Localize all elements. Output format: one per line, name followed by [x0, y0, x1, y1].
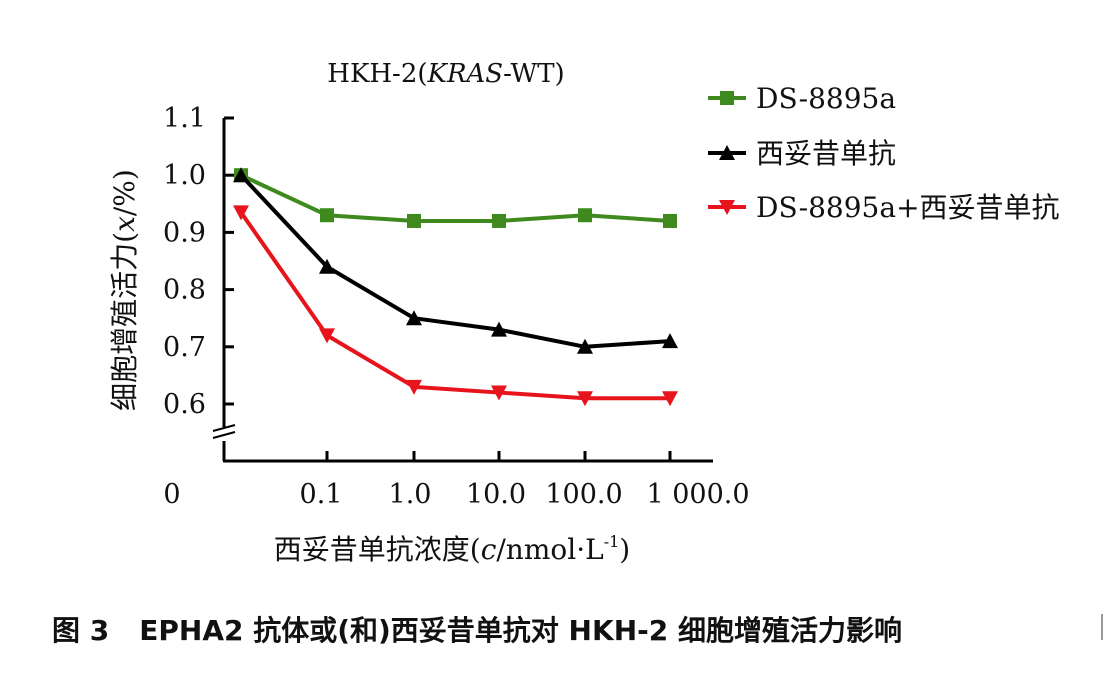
y-ticks: 0.6 0.7 0.8 0.9 1.0 1.1: [163, 103, 234, 420]
data-point: [407, 213, 421, 228]
data-point: [233, 167, 249, 183]
data-point: [491, 385, 507, 401]
data-point: [406, 310, 422, 326]
series-line: [240, 173, 671, 223]
legend-item: DS-8895a: [708, 82, 896, 115]
y-tick-label: 0.8: [163, 275, 206, 306]
y-tick-label: 0.9: [163, 217, 206, 248]
x-tick-label: 0.1: [300, 479, 343, 510]
x-tick-label: 1 000.0: [646, 479, 749, 510]
series-2: [233, 167, 678, 354]
legend-label: 西妥昔单抗: [756, 137, 896, 170]
data-point: [233, 205, 249, 221]
data-point: [662, 333, 678, 349]
x-tick-label: 100.0: [545, 479, 622, 510]
data-point: [577, 391, 593, 407]
x-ticks: 0 0.1 1.0 10.0 100.0 1 000.0: [163, 451, 750, 510]
legend-item: 西妥昔单抗: [708, 137, 896, 170]
caption-text: EPHA2 抗体或(和)西妥昔单抗对 HKH-2 细胞增殖活力影响: [139, 614, 902, 647]
data-point: [491, 321, 507, 337]
legend-swatch-marker: [719, 145, 735, 160]
x-tick-label: 0: [163, 479, 180, 510]
y-tick-label: 0.6: [163, 389, 206, 420]
x-tick-label: 10.0: [466, 479, 526, 510]
y-axis-break-mark: [212, 424, 236, 432]
data-point: [662, 391, 678, 407]
data-point: [492, 213, 506, 228]
data-point: [319, 328, 335, 344]
caption-label: 图 3: [52, 614, 109, 647]
chart-title: HKH-2(KRAS-WT): [327, 59, 564, 89]
data-point: [663, 213, 677, 228]
x-tick-label: 1.0: [389, 479, 432, 510]
legend-item: DS-8895a+西妥昔单抗: [708, 191, 1060, 224]
data-point: [578, 208, 592, 223]
legend: DS-8895a 西妥昔单抗 DS-8895a+西妥昔单抗: [708, 82, 1060, 224]
series-1: [234, 168, 677, 228]
series-line: [239, 211, 670, 401]
data-point: [320, 208, 334, 223]
x-axis-label: 西妥昔单抗浓度(c/nmol·L-1): [274, 532, 630, 566]
series-3: [233, 205, 678, 407]
legend-swatch-marker: [720, 91, 734, 105]
series-line: [239, 173, 671, 349]
data-point: [406, 379, 422, 395]
y-tick-label: 1.1: [163, 103, 206, 134]
data-point: [577, 338, 593, 354]
legend-swatch-marker: [719, 200, 735, 215]
y-tick-label: 0.7: [163, 332, 206, 363]
y-axis-break-mark: [212, 431, 236, 439]
figure-caption: 图 3 EPHA2 抗体或(和)西妥昔单抗对 HKH-2 细胞增殖活力影响: [52, 614, 902, 647]
legend-label: DS-8895a: [756, 82, 896, 115]
series-layer: [233, 167, 678, 407]
y-tick-label: 1.0: [163, 160, 206, 191]
y-axis-label: 细胞增殖活力(x/%): [108, 169, 141, 411]
data-point: [319, 258, 335, 274]
legend-label: DS-8895a+西妥昔单抗: [756, 191, 1060, 224]
axes: [212, 118, 713, 463]
